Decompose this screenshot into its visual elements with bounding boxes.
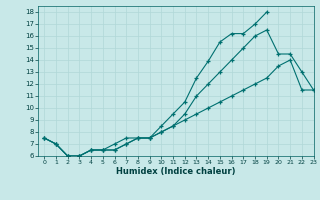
X-axis label: Humidex (Indice chaleur): Humidex (Indice chaleur): [116, 167, 236, 176]
